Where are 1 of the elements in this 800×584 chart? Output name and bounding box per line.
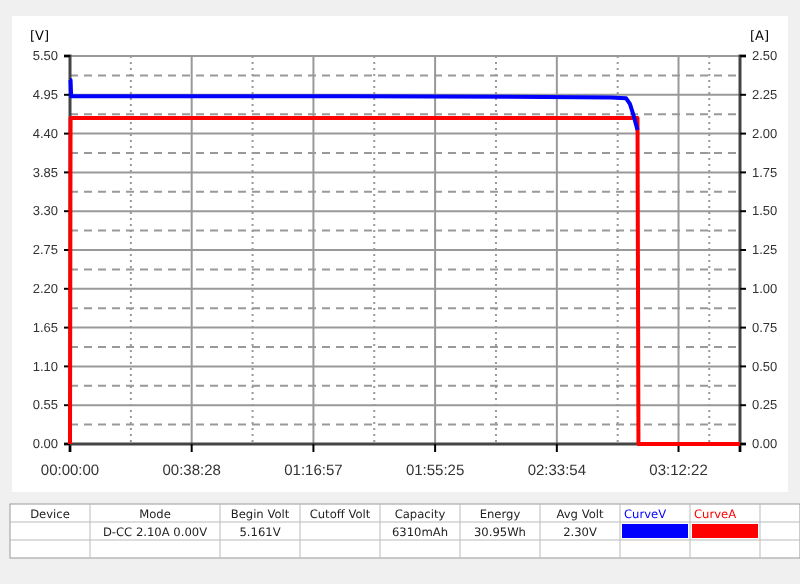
line-series xyxy=(68,77,640,133)
